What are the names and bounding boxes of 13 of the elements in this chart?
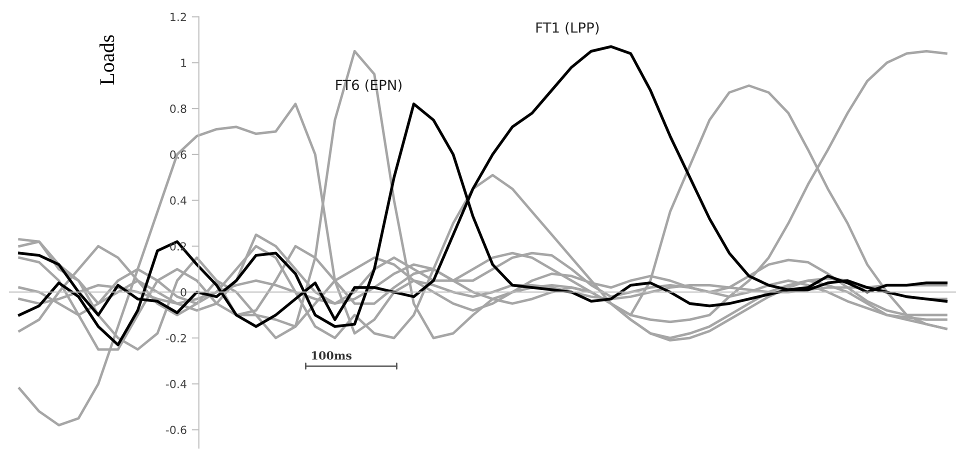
y-tick-label: 1 (181, 58, 186, 67)
y-tick-label: 0.8 (170, 104, 186, 113)
y-tick-label: -0.2 (166, 334, 186, 342)
y-tick-label: -0.6 (166, 426, 186, 434)
series-label: FT6 (EPN) (336, 79, 402, 92)
annotation: 100ms (312, 351, 352, 360)
y-tick-label: 0 (180, 288, 186, 296)
y-tick-label: 1.2 (170, 12, 186, 22)
y-tick-label: -0.4 (166, 380, 186, 388)
y-tick-label: 0.4 (170, 196, 186, 205)
y-axis-title: Loads (100, 35, 114, 85)
series-label: FT1 (LPP) (536, 22, 599, 34)
y-tick-label: 0.6 (170, 150, 186, 159)
